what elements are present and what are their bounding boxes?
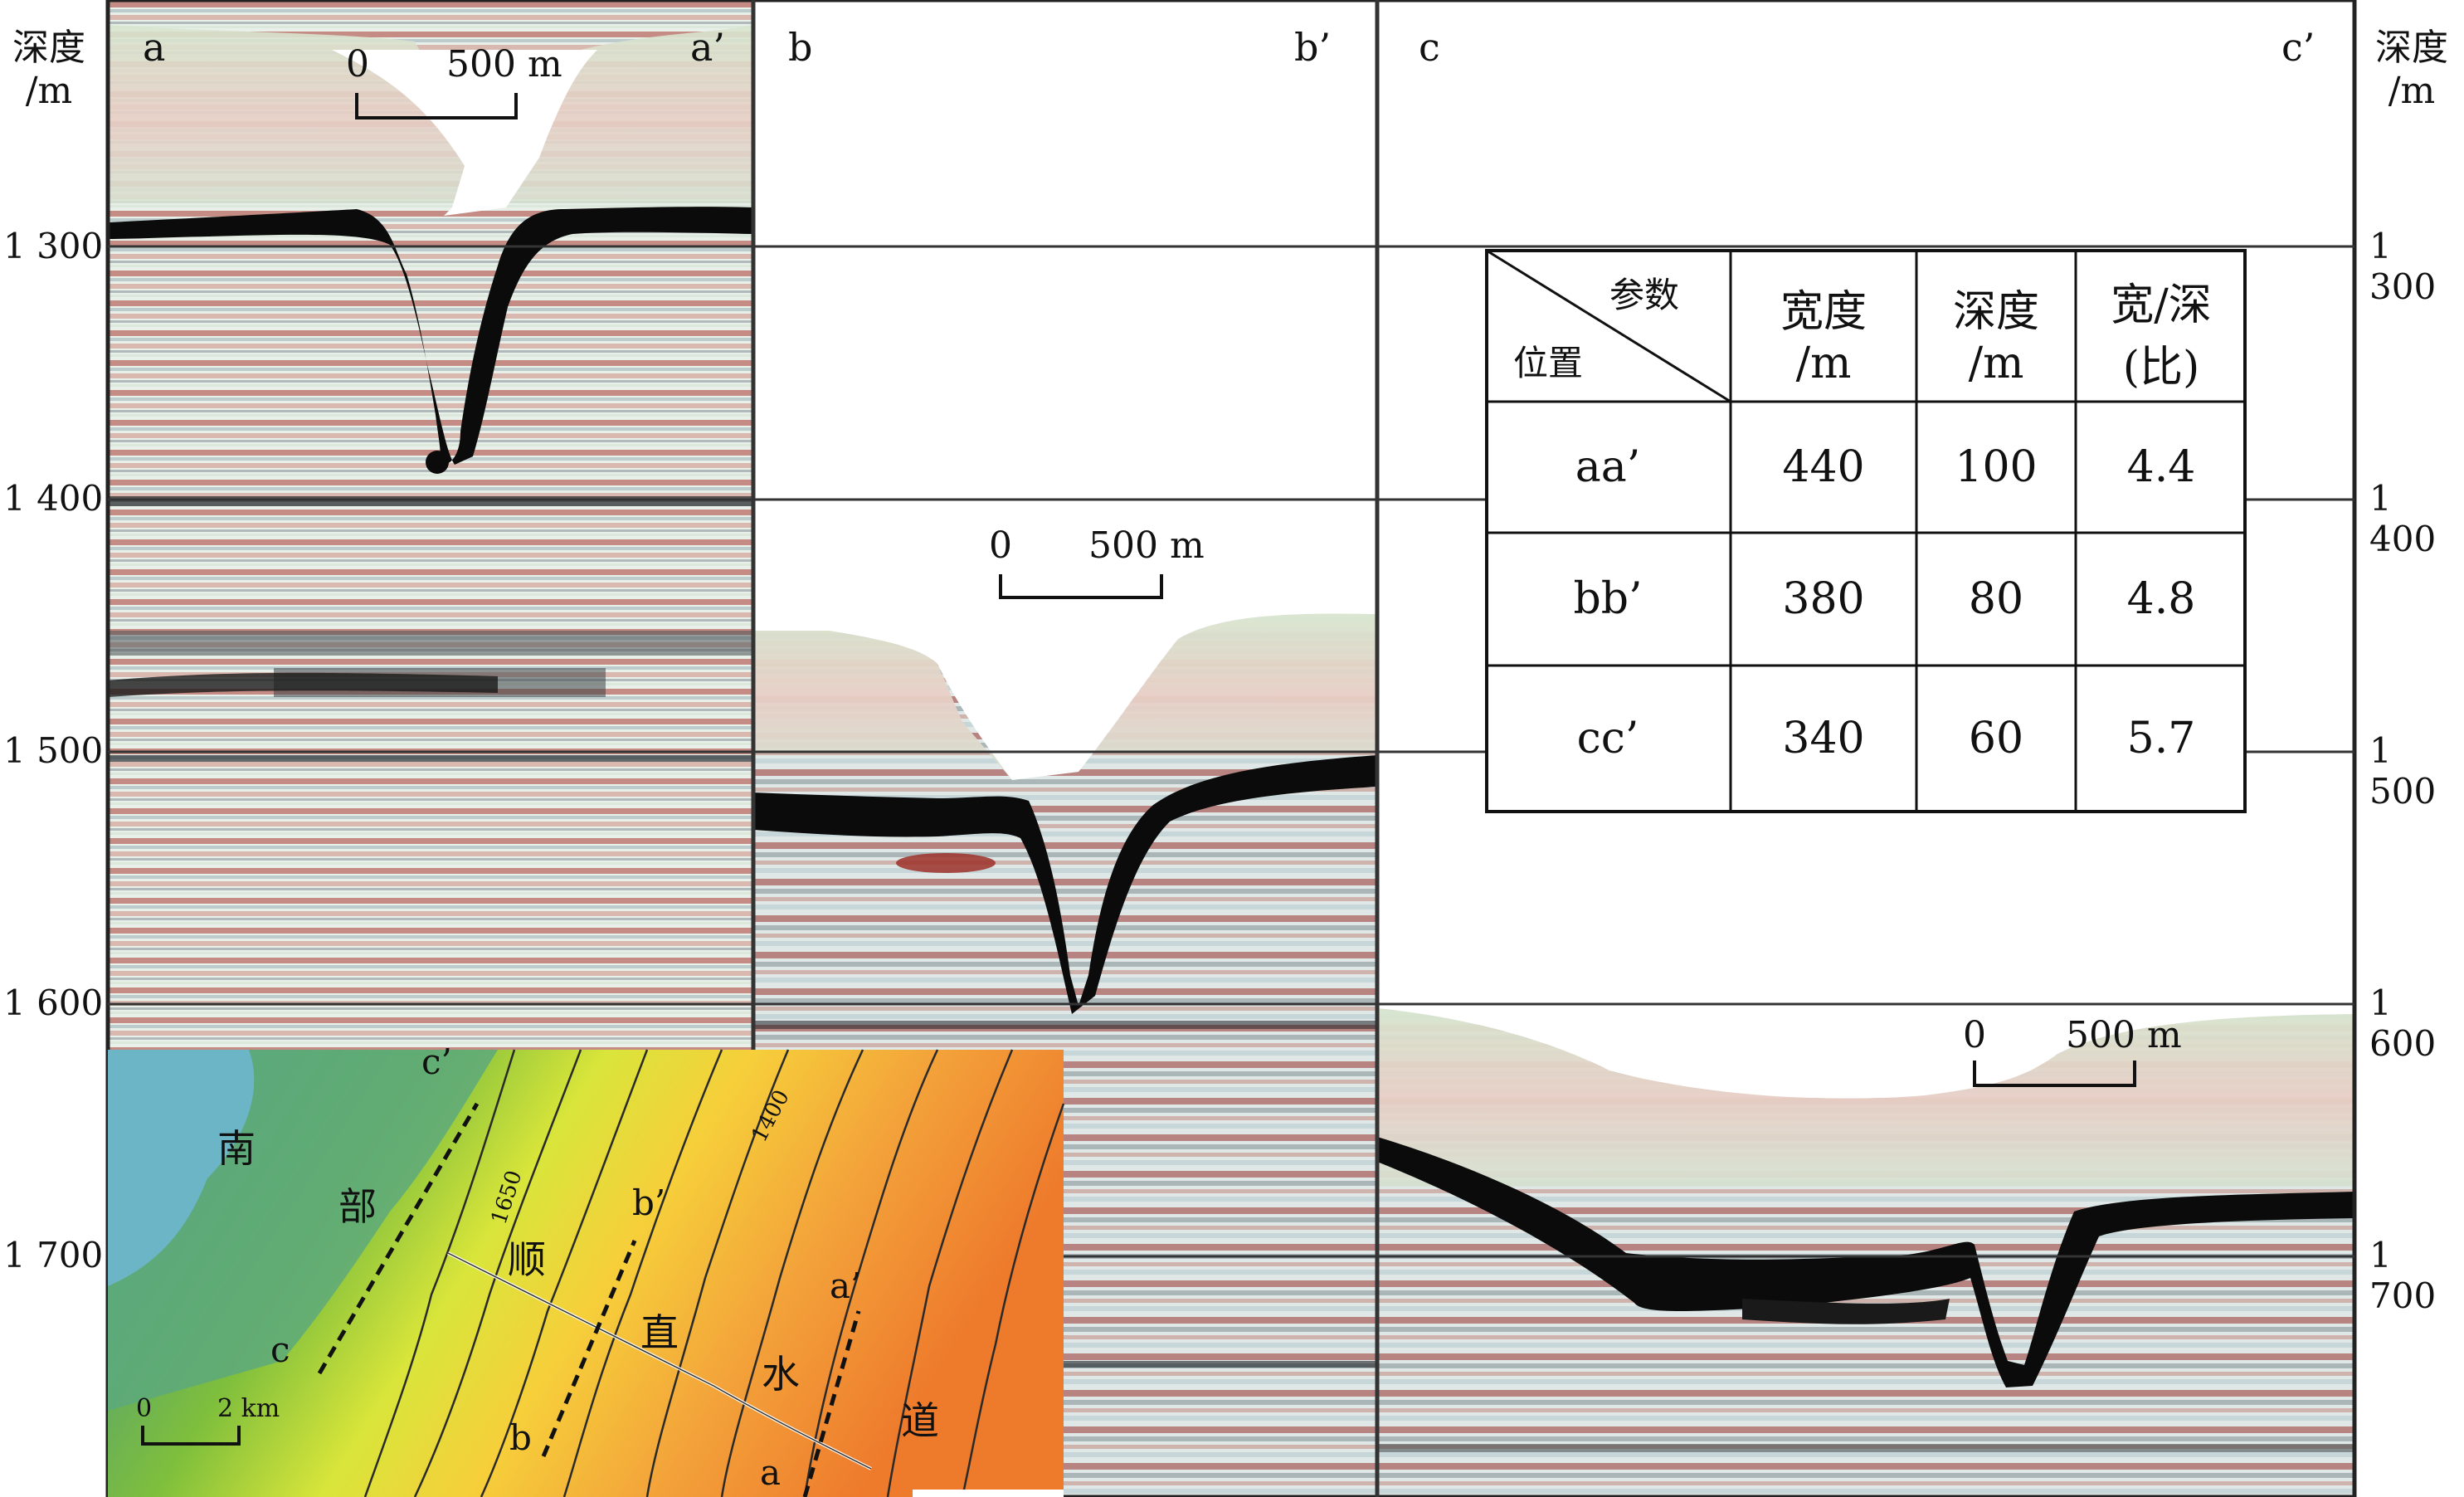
panel-a-right-label: a’ [690, 25, 726, 70]
left-tick-1400: 1 400 [3, 478, 104, 519]
right-tick-1600: 1 600 [2369, 983, 2437, 1064]
left-tick-1600: 1 600 [3, 983, 104, 1023]
scale-bar-c [1973, 1061, 2136, 1087]
map-char-bu: 部 [338, 1184, 377, 1229]
left-axis-unit: /m [25, 70, 73, 112]
panel-b-left-label: b [788, 25, 813, 70]
left-tick-1300: 1 300 [3, 226, 104, 266]
map-label-c: c [270, 1329, 290, 1370]
header-ratio-unit: (比) [2122, 343, 2200, 393]
row-aa-ratio: 4.4 [2126, 442, 2196, 492]
row-cc-position: cc’ [1576, 714, 1639, 763]
seismic-section-c [1377, 1004, 2354, 1497]
map-char-dao: 道 [901, 1398, 939, 1443]
left-axis-title-text: 深度 [12, 27, 85, 69]
panel-c-left-label: c [1419, 25, 1440, 70]
left-tick-1500: 1 500 [3, 730, 104, 771]
row-bb-position: bb’ [1573, 574, 1643, 624]
map-label-c-prime: c’ [421, 1041, 452, 1082]
panel-b-right-label: b’ [1294, 25, 1332, 70]
right-axis-title: 深度 /m [2366, 27, 2457, 113]
map-scale-length: 2 km [217, 1394, 280, 1423]
table-grid [1485, 249, 2247, 813]
header-width: 宽度 /m [1731, 274, 1916, 390]
right-tick-1700: 1 700 [2369, 1235, 2437, 1316]
table-corner-param: 参数 [1609, 275, 1680, 315]
right-tick-1400: 1 400 [2369, 478, 2437, 559]
row-cc-depth: 60 [1968, 714, 2024, 763]
scale-c-zero: 0 [1963, 1014, 1986, 1056]
header-width-unit: /m [1795, 338, 1852, 388]
scale-b-zero: 0 [989, 524, 1012, 567]
header-depth: 深度 /m [1916, 274, 2076, 390]
row-cc-ratio: 5.7 [2126, 714, 2196, 763]
scale-a-length: 500 m [446, 43, 562, 85]
row-cc-width: 340 [1782, 714, 1865, 763]
right-tick-1500: 1 500 [2369, 730, 2437, 812]
row-aa-position: aa’ [1575, 442, 1641, 492]
right-tick-1300: 1 300 [2369, 226, 2437, 307]
header-ratio-label: 宽/深 [2111, 280, 2212, 330]
row-bb-depth: 80 [1968, 574, 2024, 624]
left-axis-title: 深度 /m [3, 27, 95, 113]
right-axis-unit: /m [2388, 70, 2436, 112]
map-label-a: a [760, 1452, 782, 1493]
scale-bar-b [999, 574, 1163, 599]
parameter-table: 参数 位置 宽度 /m 深度 /m 宽/深 (比) aa’ 440 100 4.… [1485, 249, 2247, 813]
header-width-label: 宽度 [1780, 286, 1867, 337]
header-depth-label: 深度 [1952, 286, 2039, 337]
map-label-a-prime: a’ [830, 1265, 862, 1306]
scale-bar-a [355, 93, 518, 119]
row-aa-width: 440 [1782, 442, 1865, 492]
row-bb-ratio: 4.8 [2126, 574, 2196, 624]
panel-a-left-label: a [143, 25, 166, 70]
right-axis-title-text: 深度 [2375, 27, 2448, 69]
scale-b-length: 500 m [1088, 524, 1205, 567]
panel-c-right-label: c’ [2281, 25, 2315, 70]
table-corner-position: 位置 [1513, 343, 1584, 383]
map-label-b: b [509, 1417, 532, 1458]
map-label-b-prime: b’ [632, 1182, 666, 1223]
map-scale-zero: 0 [136, 1394, 153, 1423]
row-aa-depth: 100 [1955, 442, 2038, 492]
map-char-shui: 水 [762, 1352, 800, 1397]
header-ratio: 宽/深 (比) [2076, 274, 2247, 393]
map-char-zhi: 直 [640, 1310, 679, 1355]
map-char-nan: 南 [217, 1126, 256, 1171]
map-char-shun: 顺 [508, 1237, 546, 1282]
left-tick-1700: 1 700 [3, 1235, 104, 1275]
inset-map [108, 1049, 1065, 1497]
scale-c-length: 500 m [2066, 1014, 2182, 1056]
header-depth-unit: /m [1968, 338, 2024, 388]
scale-a-zero: 0 [346, 43, 369, 85]
row-bb-width: 380 [1782, 574, 1865, 624]
